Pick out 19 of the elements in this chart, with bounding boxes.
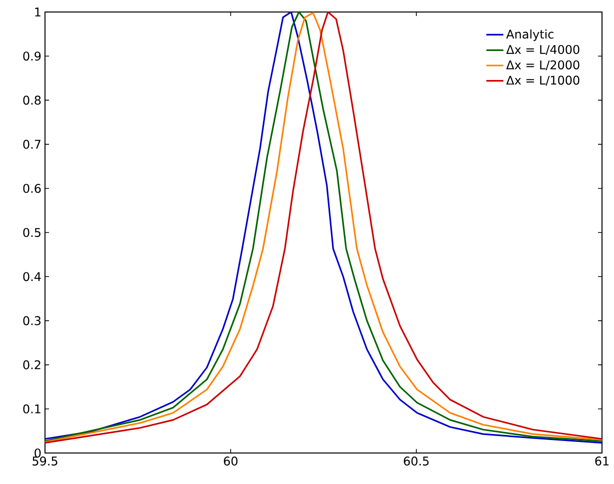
y-tick-label: 1 <box>35 8 40 16</box>
x-tick-label: 59.5 <box>32 456 58 466</box>
y-tick-label: 0.6 <box>23 184 41 193</box>
y-tick-label: 0 <box>34 448 41 458</box>
y-tick-label: 0.1 <box>23 404 40 414</box>
x-tick-label: 61 <box>595 456 609 466</box>
y-tick-label: 0.4 <box>23 272 41 282</box>
y-tick-label: 0.3 <box>23 316 41 326</box>
legend-label: Δx = L/2000 <box>506 60 580 70</box>
x-tick-label: 60.5 <box>404 456 429 466</box>
legend-label: Δx = L/4000 <box>506 44 580 55</box>
y-tick-label: 0.9 <box>23 52 41 61</box>
x-tick-label: 60 <box>224 456 238 466</box>
legend-label: Analytic <box>506 29 554 41</box>
y-tick-label: 0.7 <box>23 140 40 149</box>
legend-label: Δx = L/1000 <box>506 76 580 86</box>
y-tick-label: 0.2 <box>23 360 40 370</box>
y-tick-label: 0.8 <box>23 96 41 105</box>
y-tick-label: 0.5 <box>23 228 40 238</box>
